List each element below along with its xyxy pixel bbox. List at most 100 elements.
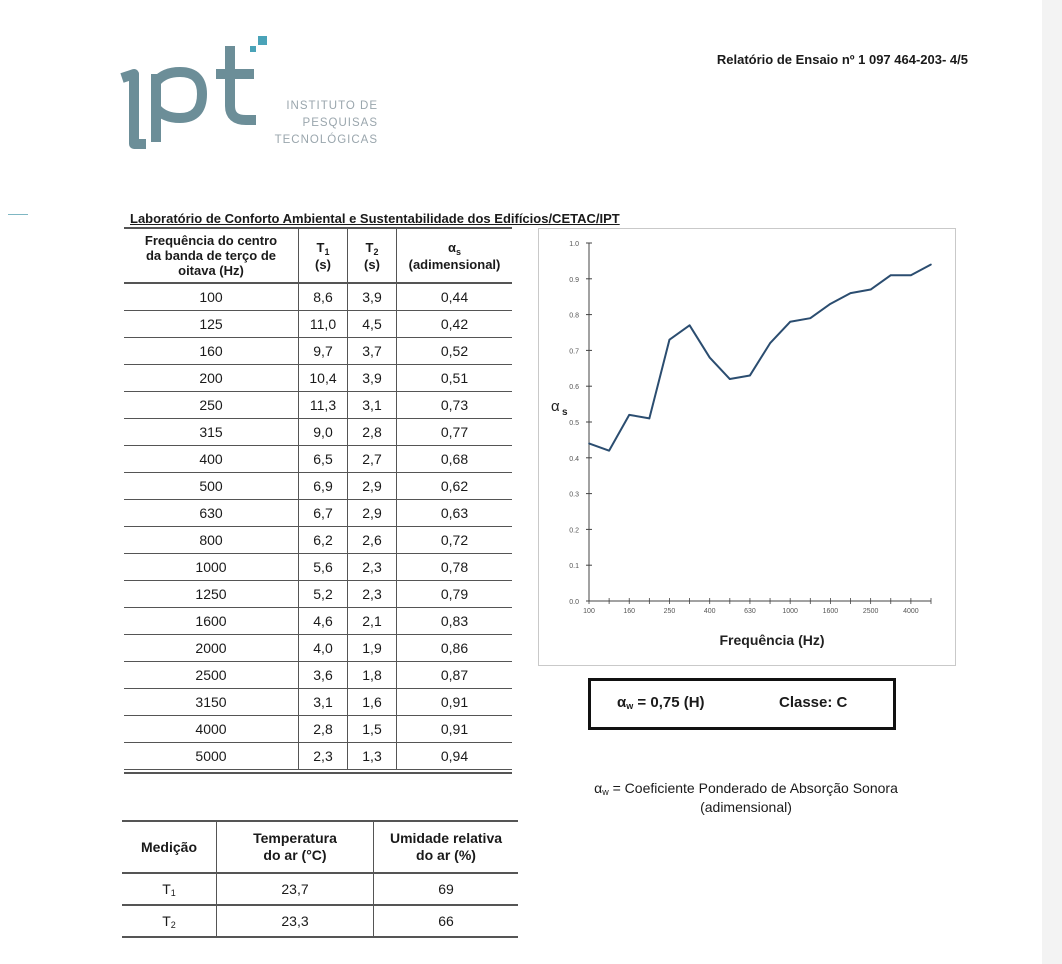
measurement-subscript: 2 [170,920,176,930]
absorption-chart: 0.0 0.1 0.2 0.3 0.4 0.5 0.6 0.7 0.8 0.9 1.0 100 160 2… [538,228,956,666]
note-line-2: (adimensional) [700,799,792,815]
y-tick-label: 0.5 [569,420,579,427]
data-point [628,414,631,416]
data-point [729,378,731,380]
cell-frequency: 1250 [124,580,299,608]
cell-t1: 3,6 [298,661,348,689]
cell-t2: 1,9 [347,634,397,662]
cell-alpha: 0,86 [396,634,512,662]
cell-t2: 2,6 [347,526,397,554]
cell-t1: 11,3 [298,391,348,419]
table-row: 800 6,2 2,6 0,72 [124,526,512,554]
t2-unit: (s) [364,256,380,272]
logo-line-2: PESQUISAS [302,117,378,129]
header-frequency-line-2: da banda de terço de [145,248,277,263]
x-tick-label: 100 [583,608,595,615]
weighted-alpha-value: αw = 0,75 (H) [617,694,705,711]
header-measurement: Medição [122,820,217,874]
table-row: 1250 5,2 2,3 0,79 [124,580,512,608]
cell-frequency: 500 [124,472,299,500]
cell-frequency: 5000 [124,742,299,770]
measurement-symbol: T [162,881,171,897]
y-tick-label: 0.3 [569,492,579,499]
conditions-table-header: Medição Temperatura do ar (°C) Umidade r… [122,820,518,874]
cell-alpha: 0,52 [396,337,512,365]
cell-alpha: 0,42 [396,310,512,338]
table-row: 125 11,0 4,5 0,42 [124,310,512,338]
x-tick-label: 250 [664,608,676,615]
cell-alpha: 0,72 [396,526,512,554]
data-point [930,263,932,266]
y-tick-label: 0.6 [569,384,579,391]
cell-frequency: 315 [124,418,299,446]
series-line [588,263,932,452]
header-t1: T1 (s) [298,227,348,284]
cell-frequency: 100 [124,283,299,311]
cell-t2: 1,5 [347,715,397,743]
header-humidity-line-1: Umidade relativa [389,830,503,846]
cell-measurement: T2 [122,905,217,938]
x-tick-label: 1600 [823,608,839,615]
measurement-subscript: 1 [170,888,176,898]
t1-unit: (s) [315,256,331,272]
y-tick-label: 0.1 [569,563,579,570]
data-point [789,320,791,323]
cell-t2: 1,3 [347,742,397,770]
cell-t1: 6,5 [298,445,348,473]
data-point [910,274,912,277]
cell-frequency: 630 [124,499,299,527]
data-point [688,324,691,327]
cell-t1: 5,2 [298,580,348,608]
cell-t1: 4,6 [298,607,348,635]
cell-alpha: 0,79 [396,580,512,608]
weighted-alpha-box: αw = 0,75 (H) Classe: C [588,678,896,730]
table-row: 3150 3,1 1,6 0,91 [124,688,512,716]
note-alpha-subscript: w [602,787,609,797]
ipt-logo: INSTITUTO DE PESQUISAS TECNOLÓGICAS [118,34,398,164]
scan-edge-mark [8,214,28,215]
cell-alpha: 0,68 [396,445,512,473]
cell-t1: 6,2 [298,526,348,554]
lab-title: Laboratório de Conforto Ambiental e Sust… [130,211,620,226]
cell-alpha: 0,63 [396,499,512,527]
table-row: 315 9,0 2,8 0,77 [124,418,512,446]
t2-symbol: T [365,239,374,255]
data-point [769,342,771,345]
table-row: 2000 4,0 1,9 0,86 [124,634,512,662]
cell-frequency: 160 [124,337,299,365]
header-frequency: Frequência do centro da banda de terço d… [124,227,299,284]
table-row: 1000 5,6 2,3 0,78 [124,553,512,581]
cell-t1: 10,4 [298,364,348,392]
data-point [829,303,832,305]
cell-alpha: 0,83 [396,607,512,635]
y-tick-label: 0.2 [569,527,579,534]
cell-frequency: 200 [124,364,299,392]
alpha-unit: (adimensional) [408,256,501,272]
x-tick-label: 400 [704,608,716,615]
x-tick-label: 1000 [782,608,798,615]
cell-t2: 2,3 [347,580,397,608]
cell-t1: 9,0 [298,418,348,446]
cell-frequency: 1000 [124,553,299,581]
y-axis-label-subscript: s [562,407,568,418]
cell-t2: 3,9 [347,364,397,392]
table-row: 250 11,3 3,1 0,73 [124,391,512,419]
cell-t1: 6,7 [298,499,348,527]
cell-t2: 1,8 [347,661,397,689]
absorption-chart-svg: 0.0 0.1 0.2 0.3 0.4 0.5 0.6 0.7 0.8 0.9 1.0 100 160 2… [551,241,932,648]
data-point [749,374,751,377]
cell-t1: 8,6 [298,283,348,311]
cell-alpha: 0,77 [396,418,512,446]
table-row: 100 8,6 3,9 0,44 [124,283,512,311]
cell-alpha: 0,62 [396,472,512,500]
table-row: 2500 3,6 1,8 0,87 [124,661,512,689]
absorption-table-header: Frequência do centro da banda de terço d… [124,227,512,284]
cell-t1: 5,6 [298,553,348,581]
cell-t1: 2,3 [298,742,348,770]
cell-alpha: 0,78 [396,553,512,581]
y-tick-label: 0.0 [569,599,579,606]
cell-humidity: 69 [373,873,518,906]
data-point [648,417,651,420]
alpha-subscript: s [455,246,461,257]
